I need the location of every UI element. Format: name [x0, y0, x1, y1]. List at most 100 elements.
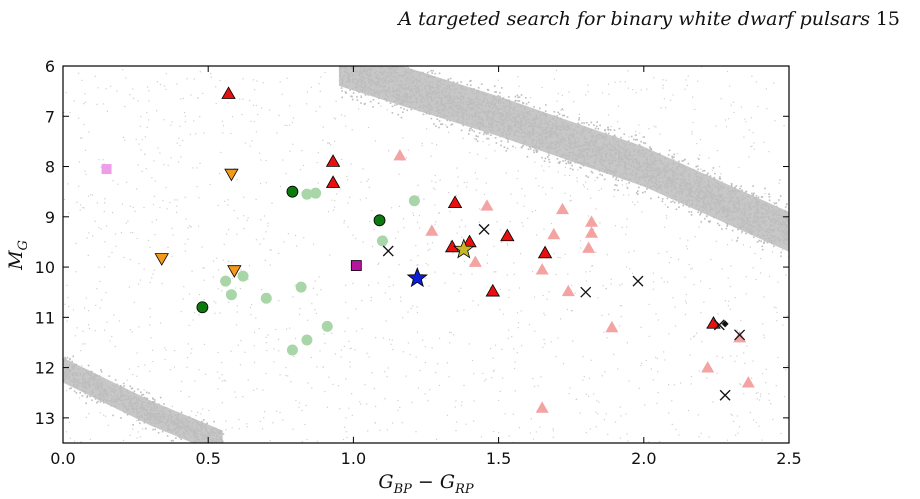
- field-star-dot: [476, 140, 479, 142]
- field-star-dot: [260, 107, 263, 109]
- field-star-dot: [697, 211, 699, 214]
- field-star-dot: [548, 161, 551, 163]
- field-star-dot: [599, 124, 601, 127]
- field-star-dot: [572, 168, 574, 171]
- field-star-dot: [389, 102, 392, 104]
- field-star-dot: [100, 228, 102, 230]
- field-star-dot: [486, 254, 489, 256]
- field-star-dot: [542, 186, 544, 189]
- field-star-dot: [279, 374, 281, 376]
- field-star-dot: [703, 169, 706, 172]
- field-star-dot: [536, 150, 539, 152]
- field-star-dot: [64, 356, 66, 359]
- field-star-dot: [662, 79, 664, 81]
- field-star-dot: [222, 456, 224, 458]
- field-star-dot: [213, 443, 215, 445]
- field-star-dot: [417, 264, 419, 266]
- field-star-dot: [352, 63, 354, 65]
- field-star-dot: [265, 336, 267, 338]
- field-star-dot: [249, 145, 251, 147]
- field-star-dot: [778, 199, 780, 201]
- field-star-dot: [91, 370, 93, 373]
- field-star-dot: [533, 151, 535, 154]
- field-star-dot: [86, 396, 88, 399]
- field-star-dot: [623, 194, 625, 196]
- field-star-dot: [161, 430, 164, 433]
- field-star-dot: [370, 53, 372, 55]
- field-star-dot: [440, 123, 442, 125]
- field-star-dot: [427, 264, 429, 266]
- field-star-dot: [172, 439, 174, 442]
- field-star-dot: [372, 62, 374, 64]
- field-star-dot: [140, 391, 142, 393]
- field-star-dot: [154, 399, 156, 401]
- field-star-dot: [363, 52, 365, 54]
- field-star-dot: [384, 371, 386, 373]
- field-star-dot: [147, 239, 150, 241]
- field-star-dot: [620, 315, 622, 318]
- field-star-dot: [690, 268, 692, 270]
- field-star-dot: [438, 72, 441, 75]
- field-star-dot: [214, 445, 216, 447]
- field-star-dot: [424, 346, 426, 348]
- field-star-dot: [360, 181, 362, 183]
- field-star-dot: [129, 205, 131, 207]
- field-star-dot: [189, 133, 191, 135]
- field-star-dot: [672, 94, 674, 96]
- field-star-dot: [756, 241, 759, 243]
- field-star-dot: [148, 119, 150, 121]
- field-star-dot: [585, 175, 587, 177]
- field-star-dot: [204, 444, 206, 446]
- field-star-dot: [752, 185, 754, 187]
- field-star-dot: [378, 75, 380, 77]
- field-star-dot: [673, 153, 675, 156]
- field-star-dot: [221, 446, 223, 448]
- field-star-dot: [129, 259, 131, 261]
- field-star-dot: [103, 266, 106, 268]
- field-star-dot: [131, 331, 133, 333]
- field-star-dot: [668, 149, 671, 152]
- field-star-dot: [632, 201, 634, 203]
- field-star-dot: [221, 290, 223, 292]
- field-star-dot: [600, 188, 603, 190]
- field-star-dot: [213, 300, 215, 302]
- field-star-dot: [518, 100, 521, 102]
- field-star-dot: [494, 91, 496, 93]
- field-star-dot: [347, 179, 349, 181]
- field-star-dot: [333, 209, 335, 211]
- field-star-dot: [527, 101, 530, 104]
- field-star-dot: [96, 401, 98, 404]
- field-star-dot: [553, 78, 555, 80]
- field-star-dot: [378, 61, 380, 63]
- field-star-dot: [410, 108, 413, 111]
- field-star-dot: [342, 49, 344, 51]
- field-star-dot: [394, 104, 396, 106]
- field-star-dot: [533, 149, 535, 152]
- field-star-dot: [126, 181, 128, 183]
- field-star-dot: [415, 431, 417, 433]
- field-star-dot: [639, 132, 641, 134]
- field-star-dot: [362, 60, 364, 62]
- field-star-dot: [192, 167, 194, 169]
- field-star-dot: [88, 327, 90, 330]
- field-star-dot: [463, 181, 465, 184]
- field-star-dot: [578, 117, 581, 119]
- field-star-dot: [529, 146, 531, 148]
- field-star-dot: [441, 123, 444, 125]
- field-star-dot: [730, 182, 733, 185]
- field-star-dot: [259, 152, 261, 154]
- field-star-dot: [152, 203, 155, 206]
- field-star-dot: [374, 61, 376, 63]
- field-star-dot: [730, 355, 732, 357]
- field-star-dot: [627, 166, 629, 168]
- field-star-dot: [671, 423, 673, 425]
- field-star-dot: [159, 396, 162, 399]
- field-star-dot: [712, 214, 714, 216]
- field-star-dot: [356, 49, 358, 51]
- field-star-dot: [397, 70, 400, 72]
- field-star-dot: [94, 398, 97, 400]
- field-star-dot: [657, 196, 660, 199]
- field-star-dot: [517, 100, 519, 102]
- field-star-dot: [187, 227, 189, 229]
